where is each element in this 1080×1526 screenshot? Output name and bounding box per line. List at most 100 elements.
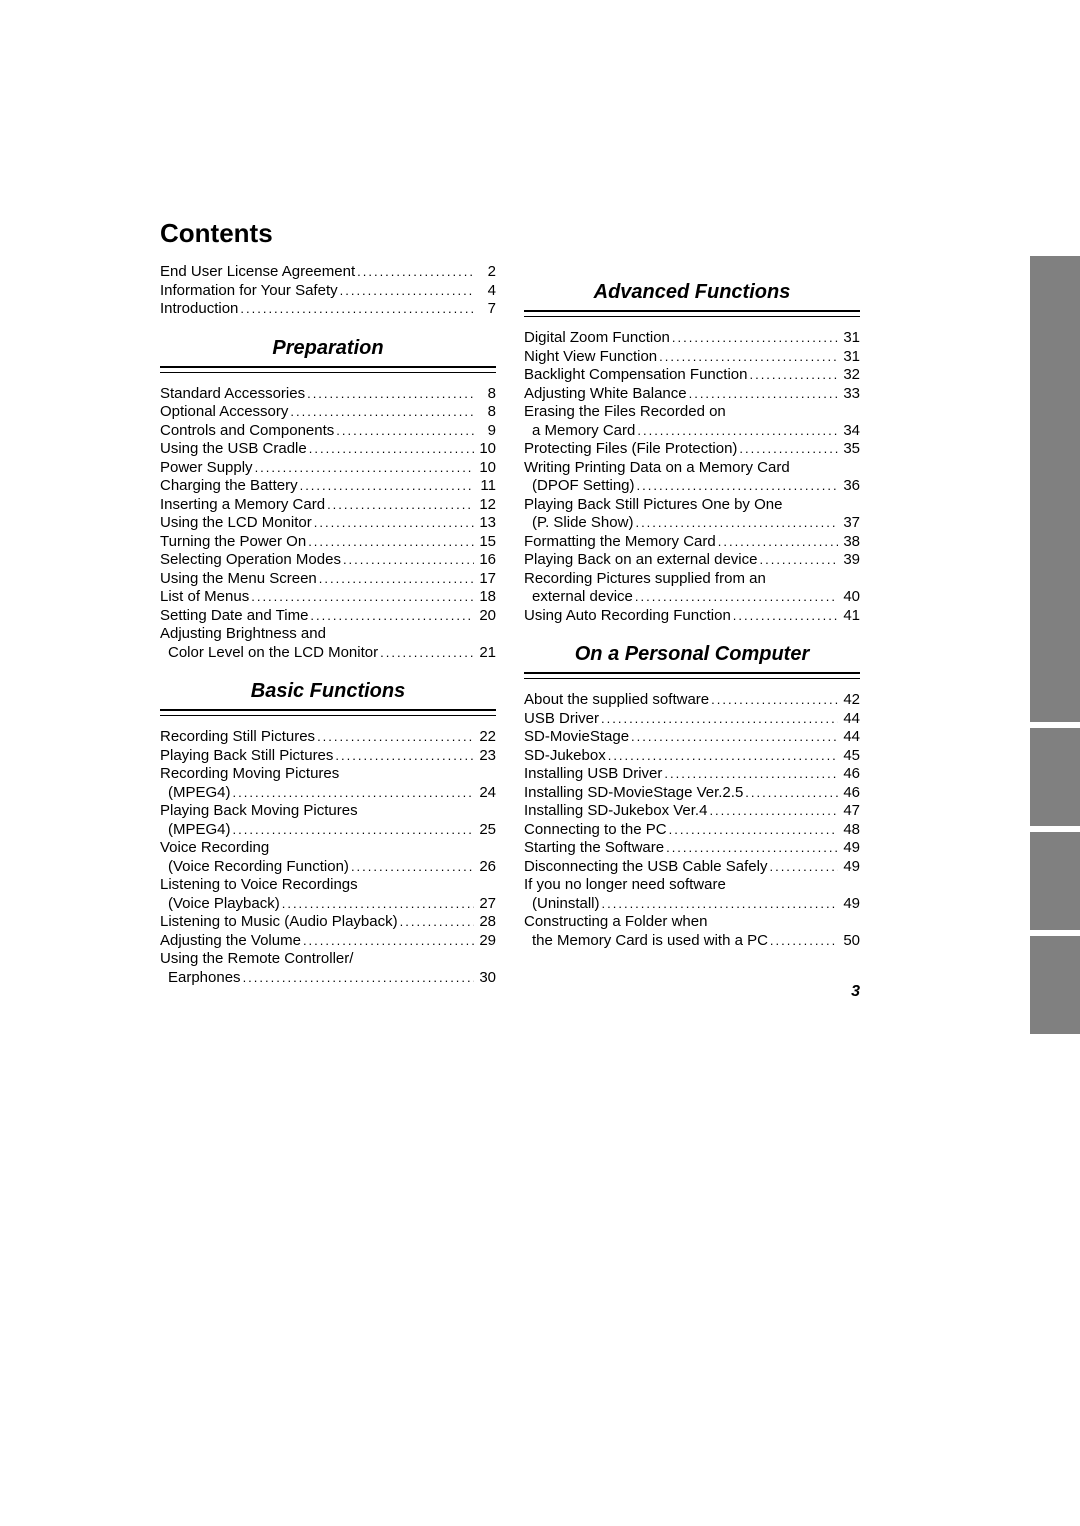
toc-row: Voice Recording (160, 839, 496, 858)
toc-leader-dots (767, 858, 838, 877)
toc-row: Using the Remote Controller/ (160, 950, 496, 969)
toc-page-number: 15 (474, 533, 496, 552)
toc-label: USB Driver (524, 710, 599, 729)
toc-page-number: 41 (838, 607, 860, 626)
toc-row: End User License Agreement2 (160, 263, 496, 282)
toc-row: (P. Slide Show)37 (524, 514, 860, 533)
toc-page-number: 44 (838, 728, 860, 747)
toc-leader-dots (231, 784, 474, 803)
toc-leader-dots (341, 551, 474, 570)
toc-label: Voice Recording (160, 839, 269, 858)
toc-page-number: 10 (474, 440, 496, 459)
toc-page-number: 37 (838, 514, 860, 533)
toc-row: the Memory Card is used with a PC50 (524, 932, 860, 951)
toc-page-number: 18 (474, 588, 496, 607)
toc-label: Night View Function (524, 348, 657, 367)
toc-row: About the supplied software42 (524, 691, 860, 710)
toc-page-number: 16 (474, 551, 496, 570)
toc-row: (DPOF Setting)36 (524, 477, 860, 496)
toc-row: (MPEG4)24 (160, 784, 496, 803)
toc-leader-dots (599, 710, 838, 729)
toc-label: Selecting Operation Modes (160, 551, 341, 570)
toc-columns: End User License Agreement2Information f… (160, 263, 860, 987)
toc-row: Starting the Software49 (524, 839, 860, 858)
toc-label: Standard Accessories (160, 385, 305, 404)
toc-leader-dots (600, 895, 838, 914)
toc-row: Standard Accessories8 (160, 385, 496, 404)
toc-leader-dots (707, 802, 838, 821)
toc-row: Adjusting White Balance33 (524, 385, 860, 404)
toc-page-number: 50 (838, 932, 860, 951)
toc-label: a Memory Card (524, 422, 635, 441)
toc-leader-dots (312, 514, 474, 533)
toc-row: Connecting to the PC48 (524, 821, 860, 840)
toc-row: Recording Pictures supplied from an (524, 570, 860, 589)
toc-page-number: 42 (838, 691, 860, 710)
intro-block: End User License Agreement2Information f… (160, 263, 496, 319)
toc-row: Charging the Battery11 (160, 477, 496, 496)
toc-page-number: 7 (474, 300, 496, 319)
toc-page-number: 25 (474, 821, 496, 840)
section-heading: Basic Functions (160, 680, 496, 703)
toc-row: Recording Moving Pictures (160, 765, 496, 784)
toc-page-number: 27 (474, 895, 496, 914)
toc-label: Setting Date and Time (160, 607, 308, 626)
toc-label: Color Level on the LCD Monitor (160, 644, 378, 663)
toc-label: Listening to Voice Recordings (160, 876, 358, 895)
toc-leader-dots (662, 765, 838, 784)
toc-row: Adjusting the Volume29 (160, 932, 496, 951)
toc-row: Information for Your Safety4 (160, 282, 496, 301)
toc-label: If you no longer need software (524, 876, 726, 895)
toc-page-number: 32 (838, 366, 860, 385)
toc-label: (Uninstall) (524, 895, 600, 914)
toc-leader-dots (231, 821, 474, 840)
toc-page-number: 30 (474, 969, 496, 988)
toc-row: a Memory Card34 (524, 422, 860, 441)
page-title: Contents (160, 218, 860, 249)
toc-page-number: 17 (474, 570, 496, 589)
toc-page-number: 31 (838, 348, 860, 367)
toc-row: Formatting the Memory Card38 (524, 533, 860, 552)
toc-page-number: 36 (838, 477, 860, 496)
toc-page-number: 49 (838, 895, 860, 914)
toc-page-number: 35 (838, 440, 860, 459)
toc-page-number: 9 (474, 422, 496, 441)
toc-row: Adjusting Brightness and (160, 625, 496, 644)
toc-leader-dots (349, 858, 474, 877)
toc-label: (MPEG4) (160, 821, 231, 840)
toc-page-number: 45 (838, 747, 860, 766)
toc-leader-dots (657, 348, 838, 367)
toc-leader-dots (315, 728, 474, 747)
toc-row: Color Level on the LCD Monitor21 (160, 644, 496, 663)
toc-row: (Uninstall) 49 (524, 895, 860, 914)
toc-row: Using the Menu Screen17 (160, 570, 496, 589)
toc-leader-dots (280, 895, 474, 914)
toc-label: Adjusting Brightness and (160, 625, 326, 644)
toc-page-number: 20 (474, 607, 496, 626)
toc-page-number: 38 (838, 533, 860, 552)
toc-leader-dots (306, 533, 474, 552)
toc-label: SD-MovieStage (524, 728, 629, 747)
toc-label: (Voice Playback) (160, 895, 280, 914)
toc-row: Playing Back Moving Pictures (160, 802, 496, 821)
toc-leader-dots (301, 932, 474, 951)
toc-row: Setting Date and Time 20 (160, 607, 496, 626)
toc-label: Playing Back on an external device (524, 551, 757, 570)
toc-row: (Voice Playback) 27 (160, 895, 496, 914)
toc-leader-dots (768, 932, 838, 951)
toc-row: Inserting a Memory Card12 (160, 496, 496, 515)
toc-row: Night View Function 31 (524, 348, 860, 367)
toc-label: SD-Jukebox (524, 747, 606, 766)
toc-leader-dots (338, 282, 474, 301)
toc-label: Adjusting the Volume (160, 932, 301, 951)
toc-row: USB Driver44 (524, 710, 860, 729)
section-rule (524, 310, 860, 317)
toc-leader-dots (325, 496, 474, 515)
toc-leader-dots (747, 366, 838, 385)
toc-leader-dots (308, 607, 474, 626)
section-rule (524, 672, 860, 679)
toc-leader-dots (333, 747, 474, 766)
section-rule (160, 709, 496, 716)
side-tab-3 (1030, 832, 1080, 930)
toc-page-number: 40 (838, 588, 860, 607)
